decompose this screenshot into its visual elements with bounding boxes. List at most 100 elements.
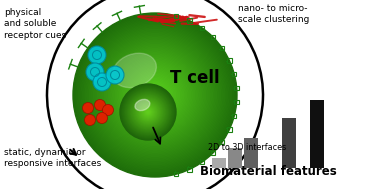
Circle shape	[78, 19, 232, 172]
Circle shape	[102, 42, 208, 148]
Circle shape	[149, 90, 161, 101]
Bar	[235, 100, 239, 104]
Circle shape	[100, 40, 210, 150]
Circle shape	[85, 25, 225, 165]
Circle shape	[131, 95, 165, 129]
Circle shape	[94, 33, 216, 156]
Circle shape	[133, 97, 163, 127]
Bar	[310, 100, 324, 168]
Circle shape	[130, 93, 166, 131]
Circle shape	[73, 13, 237, 177]
Circle shape	[137, 77, 173, 113]
Bar	[211, 151, 215, 155]
Circle shape	[110, 50, 200, 140]
Circle shape	[96, 36, 214, 154]
Circle shape	[80, 20, 230, 170]
Circle shape	[117, 57, 193, 133]
Circle shape	[122, 62, 188, 128]
Circle shape	[133, 73, 177, 117]
Circle shape	[130, 94, 166, 130]
Circle shape	[107, 47, 203, 143]
Circle shape	[147, 111, 149, 113]
Bar	[174, 14, 178, 18]
Ellipse shape	[112, 53, 157, 88]
Circle shape	[145, 85, 165, 105]
Circle shape	[83, 22, 228, 167]
Circle shape	[95, 35, 215, 155]
Circle shape	[144, 108, 152, 116]
Circle shape	[77, 17, 233, 173]
Circle shape	[87, 27, 223, 163]
Circle shape	[132, 96, 164, 128]
Circle shape	[91, 31, 219, 159]
Circle shape	[147, 87, 163, 103]
Circle shape	[120, 60, 191, 131]
Text: T cell: T cell	[170, 69, 220, 87]
Bar	[282, 118, 296, 168]
Circle shape	[127, 91, 169, 133]
Circle shape	[141, 105, 155, 119]
Circle shape	[111, 51, 199, 139]
Circle shape	[151, 91, 159, 99]
Circle shape	[135, 74, 175, 115]
Circle shape	[125, 65, 185, 125]
Circle shape	[121, 61, 189, 129]
Circle shape	[136, 76, 174, 114]
Bar	[212, 158, 226, 168]
Circle shape	[137, 101, 159, 123]
Circle shape	[83, 102, 94, 114]
Circle shape	[132, 72, 178, 118]
Bar	[227, 58, 232, 63]
Circle shape	[144, 84, 166, 106]
Circle shape	[141, 105, 155, 119]
Circle shape	[146, 110, 150, 114]
Circle shape	[124, 88, 172, 136]
Text: Biomaterial features: Biomaterial features	[200, 165, 337, 178]
Circle shape	[126, 66, 184, 124]
Bar	[220, 140, 225, 144]
Circle shape	[125, 89, 171, 135]
Circle shape	[139, 104, 157, 120]
Circle shape	[121, 85, 175, 139]
Bar	[244, 138, 258, 168]
Circle shape	[148, 88, 162, 102]
Circle shape	[86, 63, 104, 81]
Circle shape	[104, 44, 206, 146]
Circle shape	[129, 69, 181, 121]
Text: physical
and soluble
receptor cues: physical and soluble receptor cues	[4, 8, 66, 40]
Circle shape	[94, 99, 105, 111]
Bar	[187, 19, 192, 23]
Circle shape	[128, 92, 168, 132]
Bar	[200, 160, 204, 164]
Circle shape	[92, 32, 218, 158]
Bar	[187, 167, 192, 172]
Ellipse shape	[135, 99, 150, 111]
Circle shape	[142, 106, 154, 118]
Circle shape	[120, 84, 176, 140]
Circle shape	[98, 38, 212, 152]
Circle shape	[139, 103, 157, 121]
Circle shape	[106, 66, 124, 84]
Circle shape	[118, 58, 192, 132]
Circle shape	[152, 92, 158, 98]
Circle shape	[114, 54, 196, 136]
Circle shape	[141, 81, 169, 109]
Circle shape	[128, 91, 168, 132]
Circle shape	[125, 90, 171, 134]
Circle shape	[136, 100, 160, 124]
Circle shape	[108, 49, 202, 142]
Circle shape	[145, 109, 151, 115]
Text: static, dynamic or
responsive interfaces: static, dynamic or responsive interfaces	[4, 148, 101, 168]
Circle shape	[123, 87, 173, 137]
Circle shape	[139, 79, 171, 111]
Circle shape	[93, 73, 111, 91]
Circle shape	[130, 70, 179, 120]
Circle shape	[112, 53, 197, 137]
Circle shape	[154, 94, 157, 96]
Bar	[220, 46, 225, 50]
Circle shape	[74, 14, 236, 176]
Circle shape	[138, 102, 158, 122]
Bar	[235, 86, 239, 90]
Circle shape	[106, 46, 204, 144]
Circle shape	[143, 83, 167, 107]
